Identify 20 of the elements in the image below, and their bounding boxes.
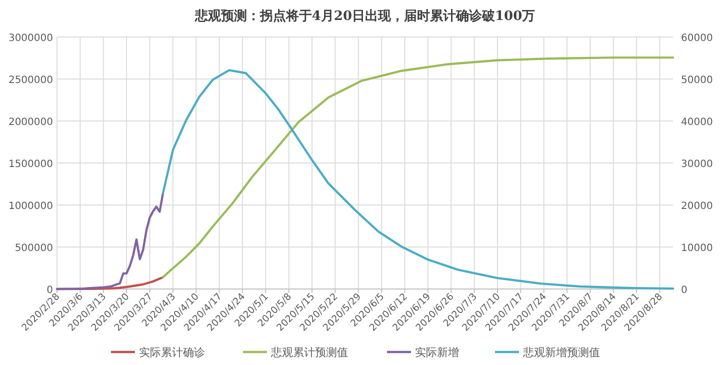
y-tick-label: 0 (46, 285, 53, 296)
legend-label: 实际累计确诊 (139, 346, 205, 359)
y-tick-label: 1500000 (8, 159, 53, 170)
legend-label: 悲观新增预测值 (522, 346, 600, 359)
legend-label: 实际新增 (415, 346, 459, 359)
y2-tick-label: 60000 (681, 33, 713, 44)
y-tick-label: 2000000 (8, 117, 53, 128)
chart-title: 悲观预测：拐点将于4月20日出现，届时累计确诊破100万 (194, 8, 536, 24)
y2-tick-label: 50000 (681, 75, 713, 86)
y-tick-label: 1000000 (8, 201, 53, 212)
y2-tick-label: 30000 (681, 159, 713, 170)
y2-tick-label: 0 (681, 285, 688, 296)
legend-label: 悲观累计预测值 (270, 346, 348, 359)
y2-tick-label: 40000 (681, 117, 713, 128)
y2-tick-label: 10000 (681, 243, 713, 254)
y-tick-label: 3000000 (8, 33, 53, 44)
y2-tick-label: 20000 (681, 201, 713, 212)
y-tick-label: 2500000 (8, 75, 53, 86)
y-tick-label: 500000 (14, 243, 53, 254)
line-series (56, 192, 164, 290)
